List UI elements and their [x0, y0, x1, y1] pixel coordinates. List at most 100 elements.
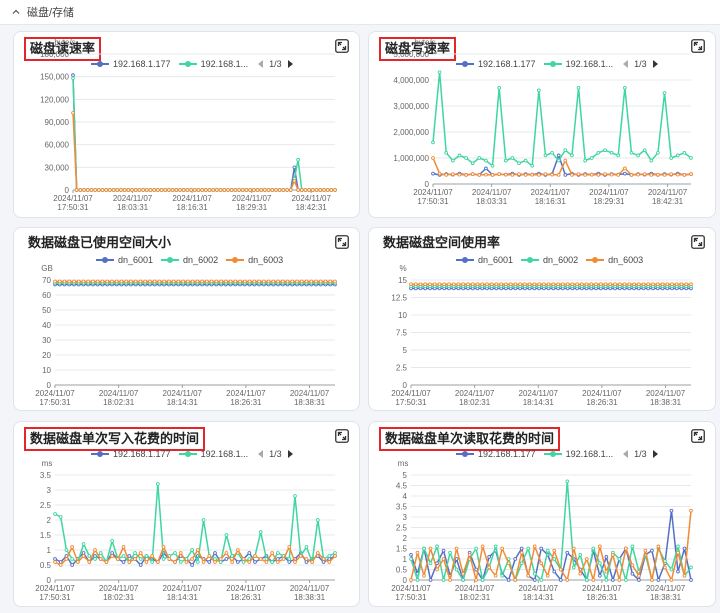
legend-item[interactable]: 192.168.1...	[543, 59, 613, 69]
data-point	[477, 156, 482, 160]
legend-item[interactable]: dn_6001	[96, 255, 153, 265]
legend-label: dn_6003	[608, 255, 644, 265]
data-point	[474, 546, 478, 551]
data-point	[104, 560, 109, 564]
legend-item[interactable]: dn_6003	[226, 255, 283, 265]
data-point	[258, 557, 263, 561]
expand-icon[interactable]	[335, 429, 349, 443]
legend-item[interactable]: 192.168.1.177	[456, 59, 536, 69]
legend-item[interactable]: 192.168.1.177	[91, 449, 171, 459]
legend-prev-icon[interactable]	[258, 450, 264, 458]
data-point	[571, 565, 576, 570]
legend-prev-icon[interactable]	[623, 450, 629, 458]
data-point	[104, 188, 109, 192]
series-line-2	[72, 78, 335, 191]
expand-icon[interactable]	[335, 39, 349, 53]
legend-item[interactable]: 192.168.1...	[178, 449, 248, 459]
section-header-disk-storage[interactable]: 磁盘/存储	[0, 0, 720, 25]
data-point	[444, 173, 449, 177]
data-point	[484, 172, 488, 177]
x-tick-label: 2024/11/07	[413, 188, 453, 197]
legend-item[interactable]: 192.168.1...	[178, 59, 248, 69]
data-point	[636, 282, 641, 287]
y-axis-unit: GB	[41, 264, 53, 273]
x-tick-label: 18:26:31	[586, 593, 618, 602]
data-point	[293, 560, 297, 564]
legend-item[interactable]: 192.168.1.177	[456, 449, 536, 459]
data-point	[641, 282, 646, 287]
data-point	[226, 188, 230, 192]
data-point	[556, 153, 561, 158]
data-point	[431, 171, 435, 176]
data-point	[299, 188, 304, 192]
legend-item[interactable]: 192.168.1.177	[91, 59, 171, 69]
data-point	[222, 188, 227, 192]
data-point	[233, 188, 238, 192]
expand-icon[interactable]	[335, 235, 349, 249]
data-point	[617, 557, 622, 561]
data-point	[617, 282, 622, 287]
data-point	[526, 546, 531, 551]
y-tick-label: 3	[403, 513, 408, 522]
data-point	[630, 563, 635, 568]
data-point	[494, 282, 499, 287]
data-point	[556, 282, 560, 287]
data-point	[487, 565, 491, 570]
legend-pager: 1/3	[258, 59, 293, 69]
data-point	[536, 173, 541, 177]
data-point	[143, 279, 148, 284]
legend-label: 192.168.1...	[565, 449, 614, 459]
y-tick-label: 0.5	[40, 561, 52, 570]
data-point	[527, 282, 532, 287]
y-tick-label: 180,000	[40, 50, 69, 59]
expand-icon[interactable]	[691, 235, 705, 249]
data-point	[233, 279, 238, 284]
legend-item[interactable]: dn_6001	[456, 255, 513, 265]
data-point	[178, 551, 183, 555]
data-point	[510, 156, 515, 160]
legend-next-icon[interactable]	[652, 60, 658, 68]
data-point	[604, 569, 609, 574]
x-tick-label: 17:50:31	[39, 398, 71, 407]
data-point	[271, 279, 276, 284]
data-point	[71, 73, 75, 78]
y-tick-label: 2	[47, 516, 52, 525]
data-point	[181, 188, 186, 192]
data-point	[552, 557, 557, 561]
data-point	[576, 85, 581, 90]
data-point	[526, 573, 531, 578]
legend-prev-icon[interactable]	[623, 60, 629, 68]
data-point	[571, 546, 576, 551]
expand-icon[interactable]	[691, 39, 705, 53]
data-point	[545, 573, 550, 578]
data-point	[499, 282, 504, 287]
data-point	[114, 279, 119, 284]
data-point	[546, 282, 551, 287]
x-tick-label: 2024/11/07	[391, 584, 431, 593]
legend-item[interactable]: dn_6002	[161, 255, 218, 265]
legend-prev-icon[interactable]	[258, 60, 264, 68]
data-point	[87, 560, 92, 564]
data-point	[454, 546, 459, 551]
data-point	[448, 550, 452, 555]
y-tick-label: 150,000	[40, 73, 69, 82]
legend-item[interactable]: dn_6002	[521, 255, 578, 265]
data-point	[570, 282, 575, 287]
x-tick-label: 18:14:31	[523, 398, 555, 407]
legend-item[interactable]: dn_6003	[586, 255, 643, 265]
legend-next-icon[interactable]	[287, 450, 293, 458]
y-tick-label: 30,000	[45, 163, 70, 172]
data-point	[563, 158, 568, 163]
data-point	[110, 554, 114, 558]
data-point	[196, 188, 201, 192]
data-point	[190, 563, 194, 567]
data-point	[184, 560, 189, 564]
data-point	[536, 88, 541, 93]
data-point	[622, 171, 627, 176]
legend-item[interactable]: 192.168.1...	[543, 449, 614, 459]
legend-next-icon[interactable]	[652, 450, 658, 458]
x-tick-label: 2024/11/07	[455, 584, 495, 593]
expand-icon[interactable]	[691, 429, 705, 443]
data-point	[130, 188, 134, 192]
legend-next-icon[interactable]	[287, 60, 293, 68]
